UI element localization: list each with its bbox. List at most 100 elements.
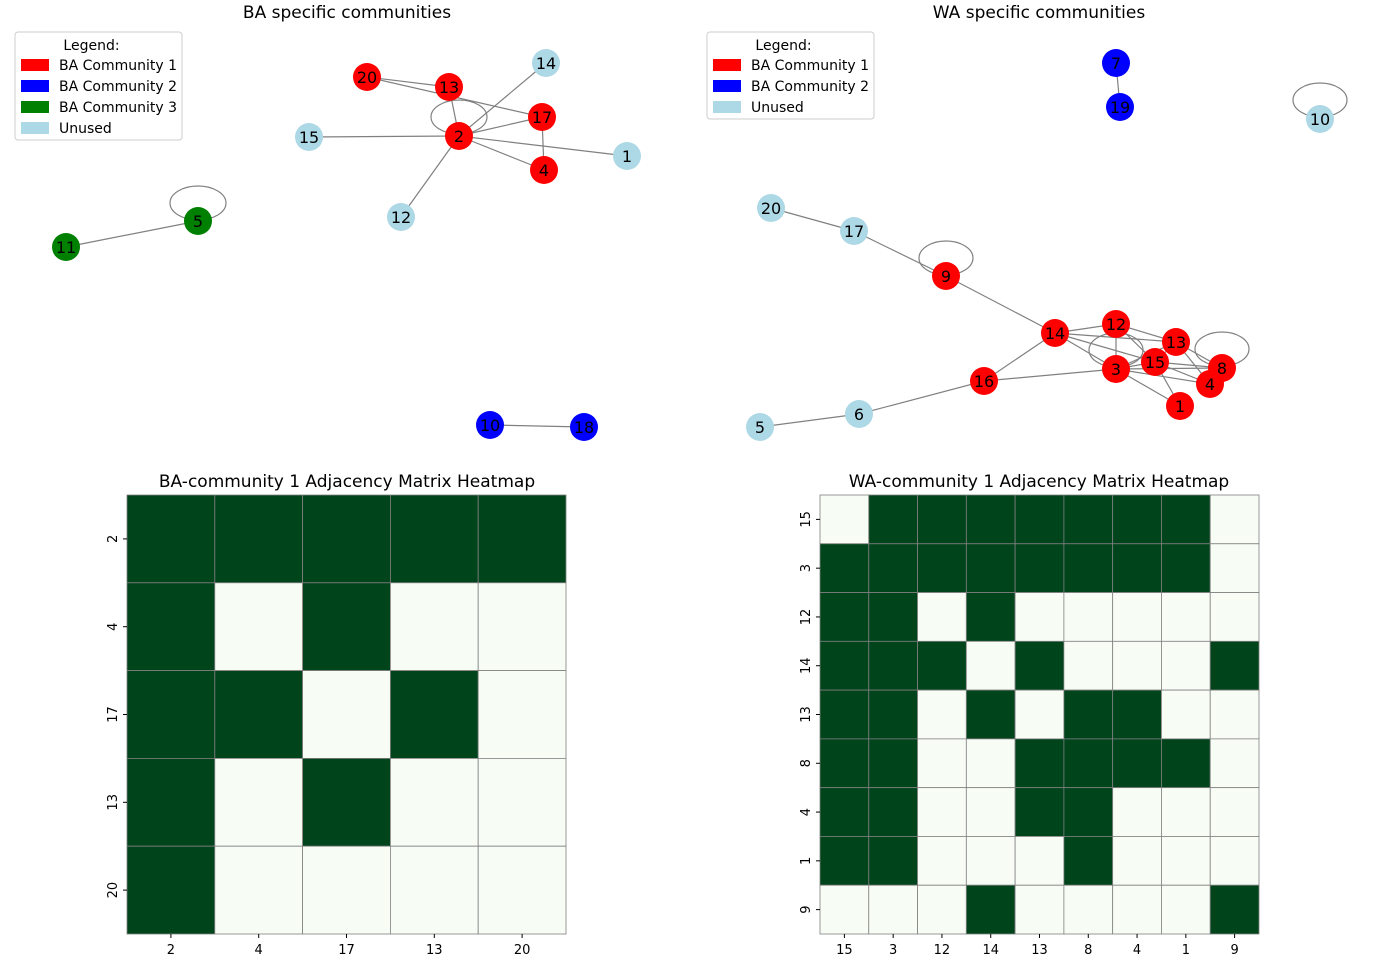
legend-label: BA Community 2 — [751, 79, 869, 95]
heatmap-cell — [1161, 738, 1211, 789]
node-13 — [1162, 328, 1190, 356]
heatmap-cell — [1063, 836, 1114, 886]
heatmap-cell — [477, 845, 567, 935]
node-11 — [52, 233, 80, 261]
legend-label: BA Community 1 — [751, 58, 869, 74]
heatmap-cell — [1161, 689, 1211, 740]
heatmap-cell — [302, 845, 391, 935]
heatmap-cell — [1014, 592, 1065, 642]
edge-2-12 — [400, 135, 460, 218]
node-12 — [1102, 310, 1130, 338]
heatmap-cell — [126, 758, 216, 847]
heatmap-cell — [1063, 884, 1114, 935]
node-19 — [1106, 93, 1134, 121]
y-tick-label: 9 — [799, 905, 814, 913]
legend-title: Legend: — [755, 38, 811, 54]
heatmap-cell — [1209, 836, 1260, 886]
node-label-15: 15 — [299, 128, 319, 147]
wa-network-title: WA specific communities — [933, 3, 1146, 23]
heatmap-cell — [1063, 787, 1114, 837]
node-label-20: 20 — [357, 68, 377, 87]
heatmap-cell — [477, 758, 567, 847]
node-label-3: 3 — [1111, 360, 1121, 379]
heatmap-cell — [302, 494, 391, 584]
edge-3-8 — [1115, 367, 1223, 370]
edge-2-4 — [458, 135, 545, 171]
y-tick-label: 13 — [106, 794, 121, 811]
node-10 — [476, 411, 504, 439]
heatmap-cell — [1014, 689, 1065, 740]
x-tick-label: 20 — [514, 943, 531, 958]
legend-title: Legend: — [63, 38, 119, 54]
node-label-14: 14 — [536, 54, 556, 73]
heatmap-cell — [1014, 640, 1065, 691]
y-tick-label: 2 — [106, 535, 121, 543]
heatmap-cell — [389, 582, 479, 671]
ba-heatmap-panel: BA-community 1 Adjacency Matrix Heatmap 2… — [106, 472, 567, 958]
heatmap-cell — [819, 787, 870, 837]
y-tick-label: 12 — [799, 609, 814, 626]
y-tick-label: 4 — [799, 808, 814, 816]
heatmap-cell — [214, 494, 304, 584]
x-tick-label: 17 — [338, 943, 355, 958]
heatmap-cell — [477, 582, 567, 671]
heatmap-cell — [1209, 787, 1260, 837]
node-label-17: 17 — [844, 222, 864, 241]
heatmap-cell — [1209, 592, 1260, 642]
node-7 — [1102, 49, 1130, 77]
node-label-14: 14 — [1045, 324, 1065, 343]
edge-16-6 — [858, 380, 985, 415]
heatmap-cell — [1063, 738, 1114, 789]
node-label-12: 12 — [1106, 315, 1126, 334]
ba-network-title: BA specific communities — [243, 3, 451, 23]
heatmap-cell — [917, 689, 967, 740]
heatmap-cell — [1209, 884, 1260, 935]
edge-20-17 — [770, 207, 855, 232]
node-5 — [184, 207, 212, 235]
edge-3-4 — [1115, 368, 1211, 385]
heatmap-cell — [819, 884, 870, 935]
heatmap-cell — [1161, 884, 1211, 935]
ba-network-panel: BA specific communities 2 13 20 17 4 10 18 5 11 14… — [14, 3, 641, 441]
heatmap-cell — [1112, 592, 1162, 642]
wa-heatmap-panel: WA-community 1 Adjacency Matrix Heatmap 1… — [799, 472, 1260, 958]
legend-swatch — [21, 122, 49, 134]
heatmap-cell — [1014, 494, 1065, 545]
heatmap-cell — [819, 738, 870, 789]
heatmap-cell — [965, 640, 1016, 691]
heatmap-cell — [1161, 592, 1211, 642]
heatmap-cell — [1209, 543, 1260, 593]
node-label-9: 9 — [941, 267, 951, 286]
y-tick-label: 20 — [106, 882, 121, 899]
node-label-12: 12 — [391, 208, 411, 227]
legend-frame — [706, 31, 875, 120]
heatmap-cell — [1014, 738, 1065, 789]
heatmap-cell — [1063, 689, 1114, 740]
heatmap-cell — [917, 738, 967, 789]
heatmap-cell — [1209, 738, 1260, 789]
heatmap-cell — [1209, 494, 1260, 545]
heatmap-cell — [868, 543, 918, 593]
node-15 — [1141, 348, 1169, 376]
node-1 — [1166, 392, 1194, 420]
node-10 — [1306, 105, 1334, 133]
legend-frame — [14, 31, 183, 141]
heatmap-cell — [917, 543, 967, 593]
heatmap-cell — [819, 543, 870, 593]
edge-6-5 — [759, 413, 860, 428]
node-label-4: 4 — [1205, 375, 1215, 394]
node-17 — [528, 103, 556, 131]
node-9 — [932, 262, 960, 290]
heatmap-cell — [965, 787, 1016, 837]
heatmap-cell — [1112, 543, 1162, 593]
node-4 — [1196, 370, 1224, 398]
heatmap-cell — [1014, 543, 1065, 593]
node-label-20: 20 — [761, 199, 781, 218]
heatmap-cell — [1063, 640, 1114, 691]
heatmap-cell — [1209, 640, 1260, 691]
heatmap-cell — [965, 836, 1016, 886]
y-tick-label: 13 — [799, 706, 814, 723]
heatmap-cell — [868, 836, 918, 886]
heatmap-cell — [1161, 787, 1211, 837]
